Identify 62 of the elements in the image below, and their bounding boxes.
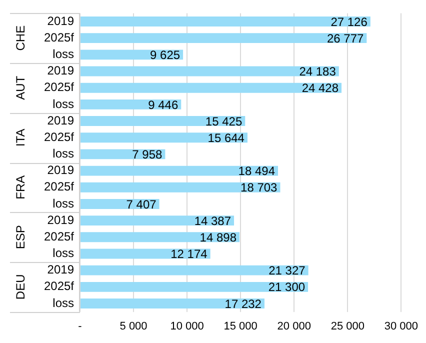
y-tick-label: loss [52, 246, 74, 260]
y-tick-label: loss [52, 146, 74, 161]
data-label: 17 232 [224, 296, 262, 311]
text: ESP [13, 225, 28, 250]
data-label: 14 898 [200, 230, 237, 244]
data-label: 18 703 [240, 180, 278, 195]
y-tick-label: 2019 [47, 262, 74, 277]
bar [80, 116, 246, 126]
text: FRA [13, 175, 28, 200]
data-label: 26 777 [326, 31, 364, 46]
data-label: 12 174 [170, 247, 208, 262]
bar [80, 232, 240, 242]
text: AUT [13, 75, 28, 100]
x-tick-label: - [78, 320, 82, 332]
y-tick-label: 2019 [47, 163, 74, 178]
data-label: 21 300 [268, 280, 306, 294]
y-tick-label: 2025f [44, 130, 75, 144]
y-tick-label: loss [52, 96, 74, 111]
y-tick-label: loss [52, 196, 74, 210]
x-tick-label: 5 000 [120, 320, 148, 332]
data-label: 18 494 [238, 164, 276, 178]
bar [80, 282, 308, 292]
data-label: 15 644 [208, 130, 245, 145]
y-tick-label: 2025f [44, 180, 75, 194]
data-label: 9 446 [148, 98, 178, 112]
y-tick-label: 2025f [44, 30, 75, 44]
y-tick-label: 2025f [44, 279, 75, 294]
bar [80, 298, 264, 308]
bar [80, 82, 342, 93]
data-label: 21 327 [268, 264, 306, 278]
bar [80, 132, 248, 143]
bar [80, 265, 308, 276]
text: CHE [13, 25, 28, 51]
y-tick-label: 2019 [47, 14, 74, 28]
data-label: 24 183 [299, 64, 336, 79]
data-label: 14 387 [194, 214, 232, 228]
data-label: 27 126 [330, 14, 368, 29]
bar [80, 166, 278, 176]
bar [80, 33, 367, 44]
x-tick-label: 30 000 [384, 320, 418, 332]
bar [80, 182, 280, 192]
data-label: 9 625 [150, 48, 180, 62]
y-tick-label: loss [52, 46, 74, 61]
data-label: 24 428 [302, 81, 339, 96]
text: ITA [13, 128, 28, 147]
y-tick-label: 2019 [47, 212, 74, 227]
y-tick-label: loss [52, 296, 74, 310]
x-tick-label: 10 000 [170, 320, 204, 332]
text: DEU [13, 274, 28, 300]
bar [80, 216, 234, 226]
y-tick-label: 2025f [44, 80, 75, 94]
data-label: 15 425 [205, 114, 242, 128]
bar [80, 16, 370, 26]
x-tick-label: 20 000 [277, 320, 311, 332]
x-tick-label: 25 000 [330, 320, 364, 332]
y-tick-label: 2019 [47, 64, 74, 78]
x-tick-label: 15 000 [224, 320, 258, 332]
bar [80, 66, 339, 76]
data-label: 7 958 [132, 148, 163, 162]
data-label: 7 407 [126, 197, 157, 212]
y-tick-label: 2019 [47, 113, 74, 128]
y-tick-label: 2025f [44, 229, 75, 244]
